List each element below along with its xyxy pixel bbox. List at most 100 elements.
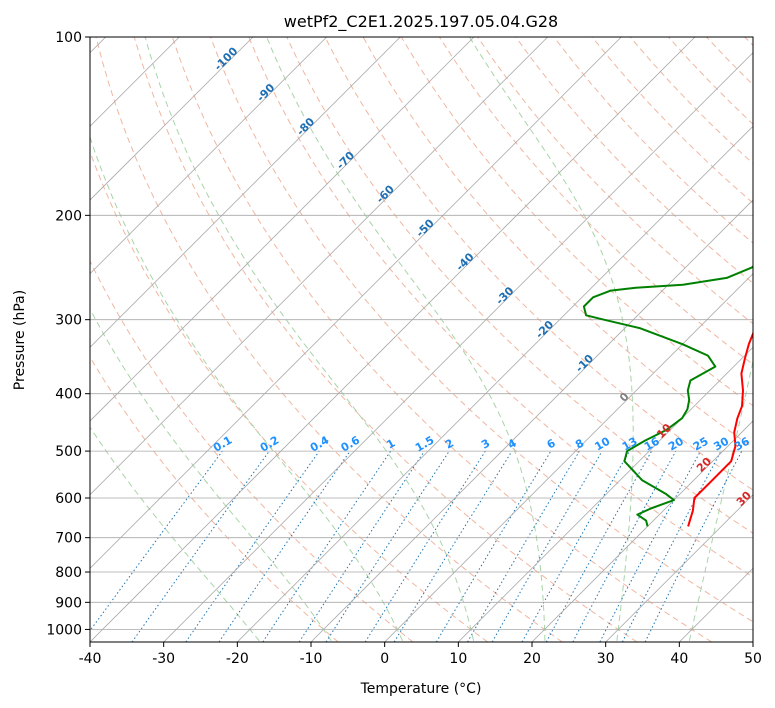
series-layer <box>582 265 753 527</box>
y-tick-label: 700 <box>55 531 82 547</box>
mixing-ratio-line <box>572 450 677 642</box>
mixing-ratio-line <box>545 450 653 642</box>
x-tick-label: 50 <box>744 651 762 667</box>
plot-frame <box>89 36 754 643</box>
mixing-ratio-line <box>435 450 552 642</box>
mixing-ratio-label: 10 <box>592 434 612 453</box>
dry-adiabat-line <box>171 37 712 642</box>
x-tick-label: 30 <box>597 651 615 667</box>
y-tick-label: 100 <box>55 30 82 46</box>
isotherm-label: -80 <box>294 115 317 138</box>
y-tick-label: 500 <box>55 444 82 460</box>
isotherm-label: -40 <box>453 250 476 273</box>
isotherm-label: -90 <box>254 81 277 104</box>
x-tick-label: -40 <box>79 651 102 667</box>
isotherm-label: -10 <box>573 352 596 375</box>
mixing-ratio-line <box>131 450 270 642</box>
moist-adiabat-line <box>762 37 775 641</box>
isotherm-line <box>90 37 254 201</box>
isotherm-line <box>310 199 753 642</box>
dry-adiabat-line <box>668 37 753 125</box>
mixing-ratio-label: 30 <box>711 434 731 453</box>
isotherm-label: -20 <box>533 318 556 341</box>
x-tick-label: 40 <box>670 651 688 667</box>
axis-layer: -40 -30 -20 -10 0 10 20 30 40 5010020030040050060… <box>46 30 762 667</box>
y-tick-label: 300 <box>55 313 82 329</box>
x-tick-label: 0 <box>380 651 389 667</box>
dry-adiabat-line <box>90 356 339 642</box>
mixing-ratio-line <box>364 450 486 642</box>
isotherm-line <box>458 346 753 642</box>
x-tick-label: 10 <box>449 651 467 667</box>
dry-adiabat-line <box>90 259 414 642</box>
chart-title: wetPf2_C2E1.2025.197.05.04.G28 <box>284 12 558 32</box>
isotherm-label: -70 <box>334 149 357 172</box>
dry-adiabat-line <box>210 37 753 623</box>
x-tick-label: 20 <box>523 651 541 667</box>
moist-adiabat-line <box>90 135 403 641</box>
mixing-ratio-label: 3 <box>479 437 492 452</box>
isotherm-line <box>90 37 327 275</box>
dry-adiabat-line <box>248 37 753 578</box>
line-labels-layer: -100-90-80-70-60-50-40-30-20-10010203040… <box>211 44 754 509</box>
dry-adiabat-line <box>553 37 753 244</box>
y-tick-label: 800 <box>55 565 82 581</box>
isotherm-line <box>90 37 622 569</box>
dry-adiabat-line <box>515 37 753 284</box>
isotherm-line <box>90 37 401 348</box>
moist-adiabat-line <box>90 308 332 642</box>
isotherm-label: -100 <box>212 44 241 73</box>
y-tick-label: 400 <box>55 387 82 403</box>
y-axis-label: Pressure (hPa) <box>12 290 28 390</box>
mixing-ratio-line <box>393 450 513 642</box>
x-axis-label: Temperature (°C) <box>360 681 482 697</box>
isotherm-line <box>163 52 753 642</box>
mixing-ratio-line <box>599 450 701 642</box>
isotherm-label: 30 <box>734 489 754 509</box>
grid-layer <box>90 37 775 642</box>
moist-adiabat-line <box>90 426 260 642</box>
dry-adiabat-line <box>286 37 753 534</box>
dry-adiabat-line <box>706 37 753 86</box>
dewpoint-profile-line <box>582 265 753 527</box>
isotherm-line <box>752 641 753 642</box>
mixing-ratio-label: 20 <box>666 434 686 453</box>
y-tick-label: 900 <box>55 595 82 611</box>
dry-adiabat-line <box>95 37 563 642</box>
dry-adiabat-line <box>133 37 638 642</box>
y-tick-label: 200 <box>55 208 82 224</box>
mixing-ratio-label: 4 <box>506 436 519 451</box>
moist-adiabat-line <box>266 37 546 641</box>
mixing-ratio-line <box>325 450 450 642</box>
mixing-ratio-line <box>298 450 425 642</box>
mixing-ratio-label: 25 <box>691 435 711 454</box>
isotherm-label: -30 <box>493 284 516 307</box>
isotherm-line <box>605 494 753 642</box>
dry-adiabat-line <box>324 37 753 491</box>
y-tick-label: 600 <box>55 491 82 507</box>
dry-adiabat-line <box>90 150 488 642</box>
mixing-ratio-line <box>262 450 392 642</box>
moist-adiabat-line <box>144 37 475 641</box>
mixing-ratio-label: 6 <box>545 436 558 451</box>
moist-adiabat-line <box>688 358 753 641</box>
mixing-ratio-line <box>644 450 743 642</box>
temperature-profile-line <box>687 331 753 527</box>
mixing-ratio-label: 1 <box>384 437 397 452</box>
isotherm-line <box>679 567 753 642</box>
isotherm-line <box>384 273 753 642</box>
mixing-ratio-line <box>185 450 320 642</box>
y-tick-label: 1000 <box>46 622 82 638</box>
x-tick-label: -30 <box>152 651 175 667</box>
isotherm-label: -50 <box>414 216 437 239</box>
dry-adiabat-line <box>591 37 753 204</box>
isotherm-line <box>90 37 696 642</box>
mixing-ratio-line <box>218 450 351 642</box>
x-tick-label: -20 <box>226 651 249 667</box>
isotherm-line <box>237 125 753 642</box>
dry-adiabat-line <box>744 37 753 47</box>
mixing-ratio-line <box>90 450 223 632</box>
isotherm-line <box>90 37 475 422</box>
x-tick-label: -10 <box>300 651 323 667</box>
